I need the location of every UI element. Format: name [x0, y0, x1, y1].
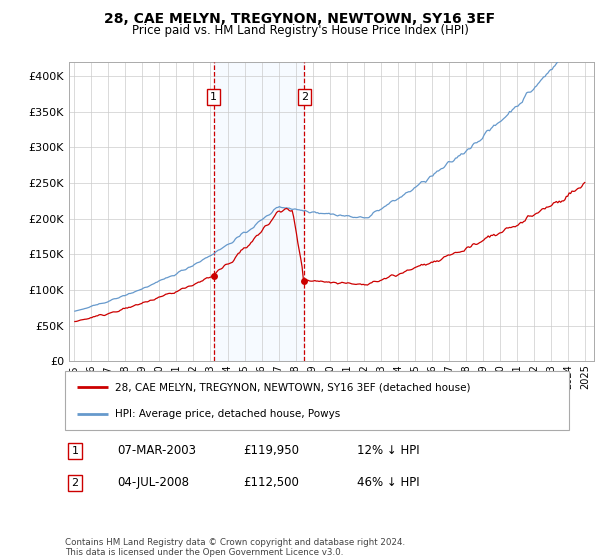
Text: 46% ↓ HPI: 46% ↓ HPI	[357, 476, 419, 489]
Text: £112,500: £112,500	[243, 476, 299, 489]
Text: Price paid vs. HM Land Registry's House Price Index (HPI): Price paid vs. HM Land Registry's House …	[131, 24, 469, 37]
Text: 1: 1	[210, 92, 217, 102]
Text: £119,950: £119,950	[243, 444, 299, 458]
Text: 2: 2	[71, 478, 79, 488]
Text: 2: 2	[301, 92, 308, 102]
Text: 12% ↓ HPI: 12% ↓ HPI	[357, 444, 419, 458]
Text: 28, CAE MELYN, TREGYNON, NEWTOWN, SY16 3EF (detached house): 28, CAE MELYN, TREGYNON, NEWTOWN, SY16 3…	[115, 382, 471, 392]
Bar	[214, 62, 304, 361]
Text: Contains HM Land Registry data © Crown copyright and database right 2024.
This d: Contains HM Land Registry data © Crown c…	[65, 538, 405, 557]
Text: 1: 1	[71, 446, 79, 456]
Text: 28, CAE MELYN, TREGYNON, NEWTOWN, SY16 3EF: 28, CAE MELYN, TREGYNON, NEWTOWN, SY16 3…	[104, 12, 496, 26]
Text: HPI: Average price, detached house, Powys: HPI: Average price, detached house, Powy…	[115, 409, 340, 419]
Text: 07-MAR-2003: 07-MAR-2003	[117, 444, 196, 458]
Text: 04-JUL-2008: 04-JUL-2008	[117, 476, 189, 489]
